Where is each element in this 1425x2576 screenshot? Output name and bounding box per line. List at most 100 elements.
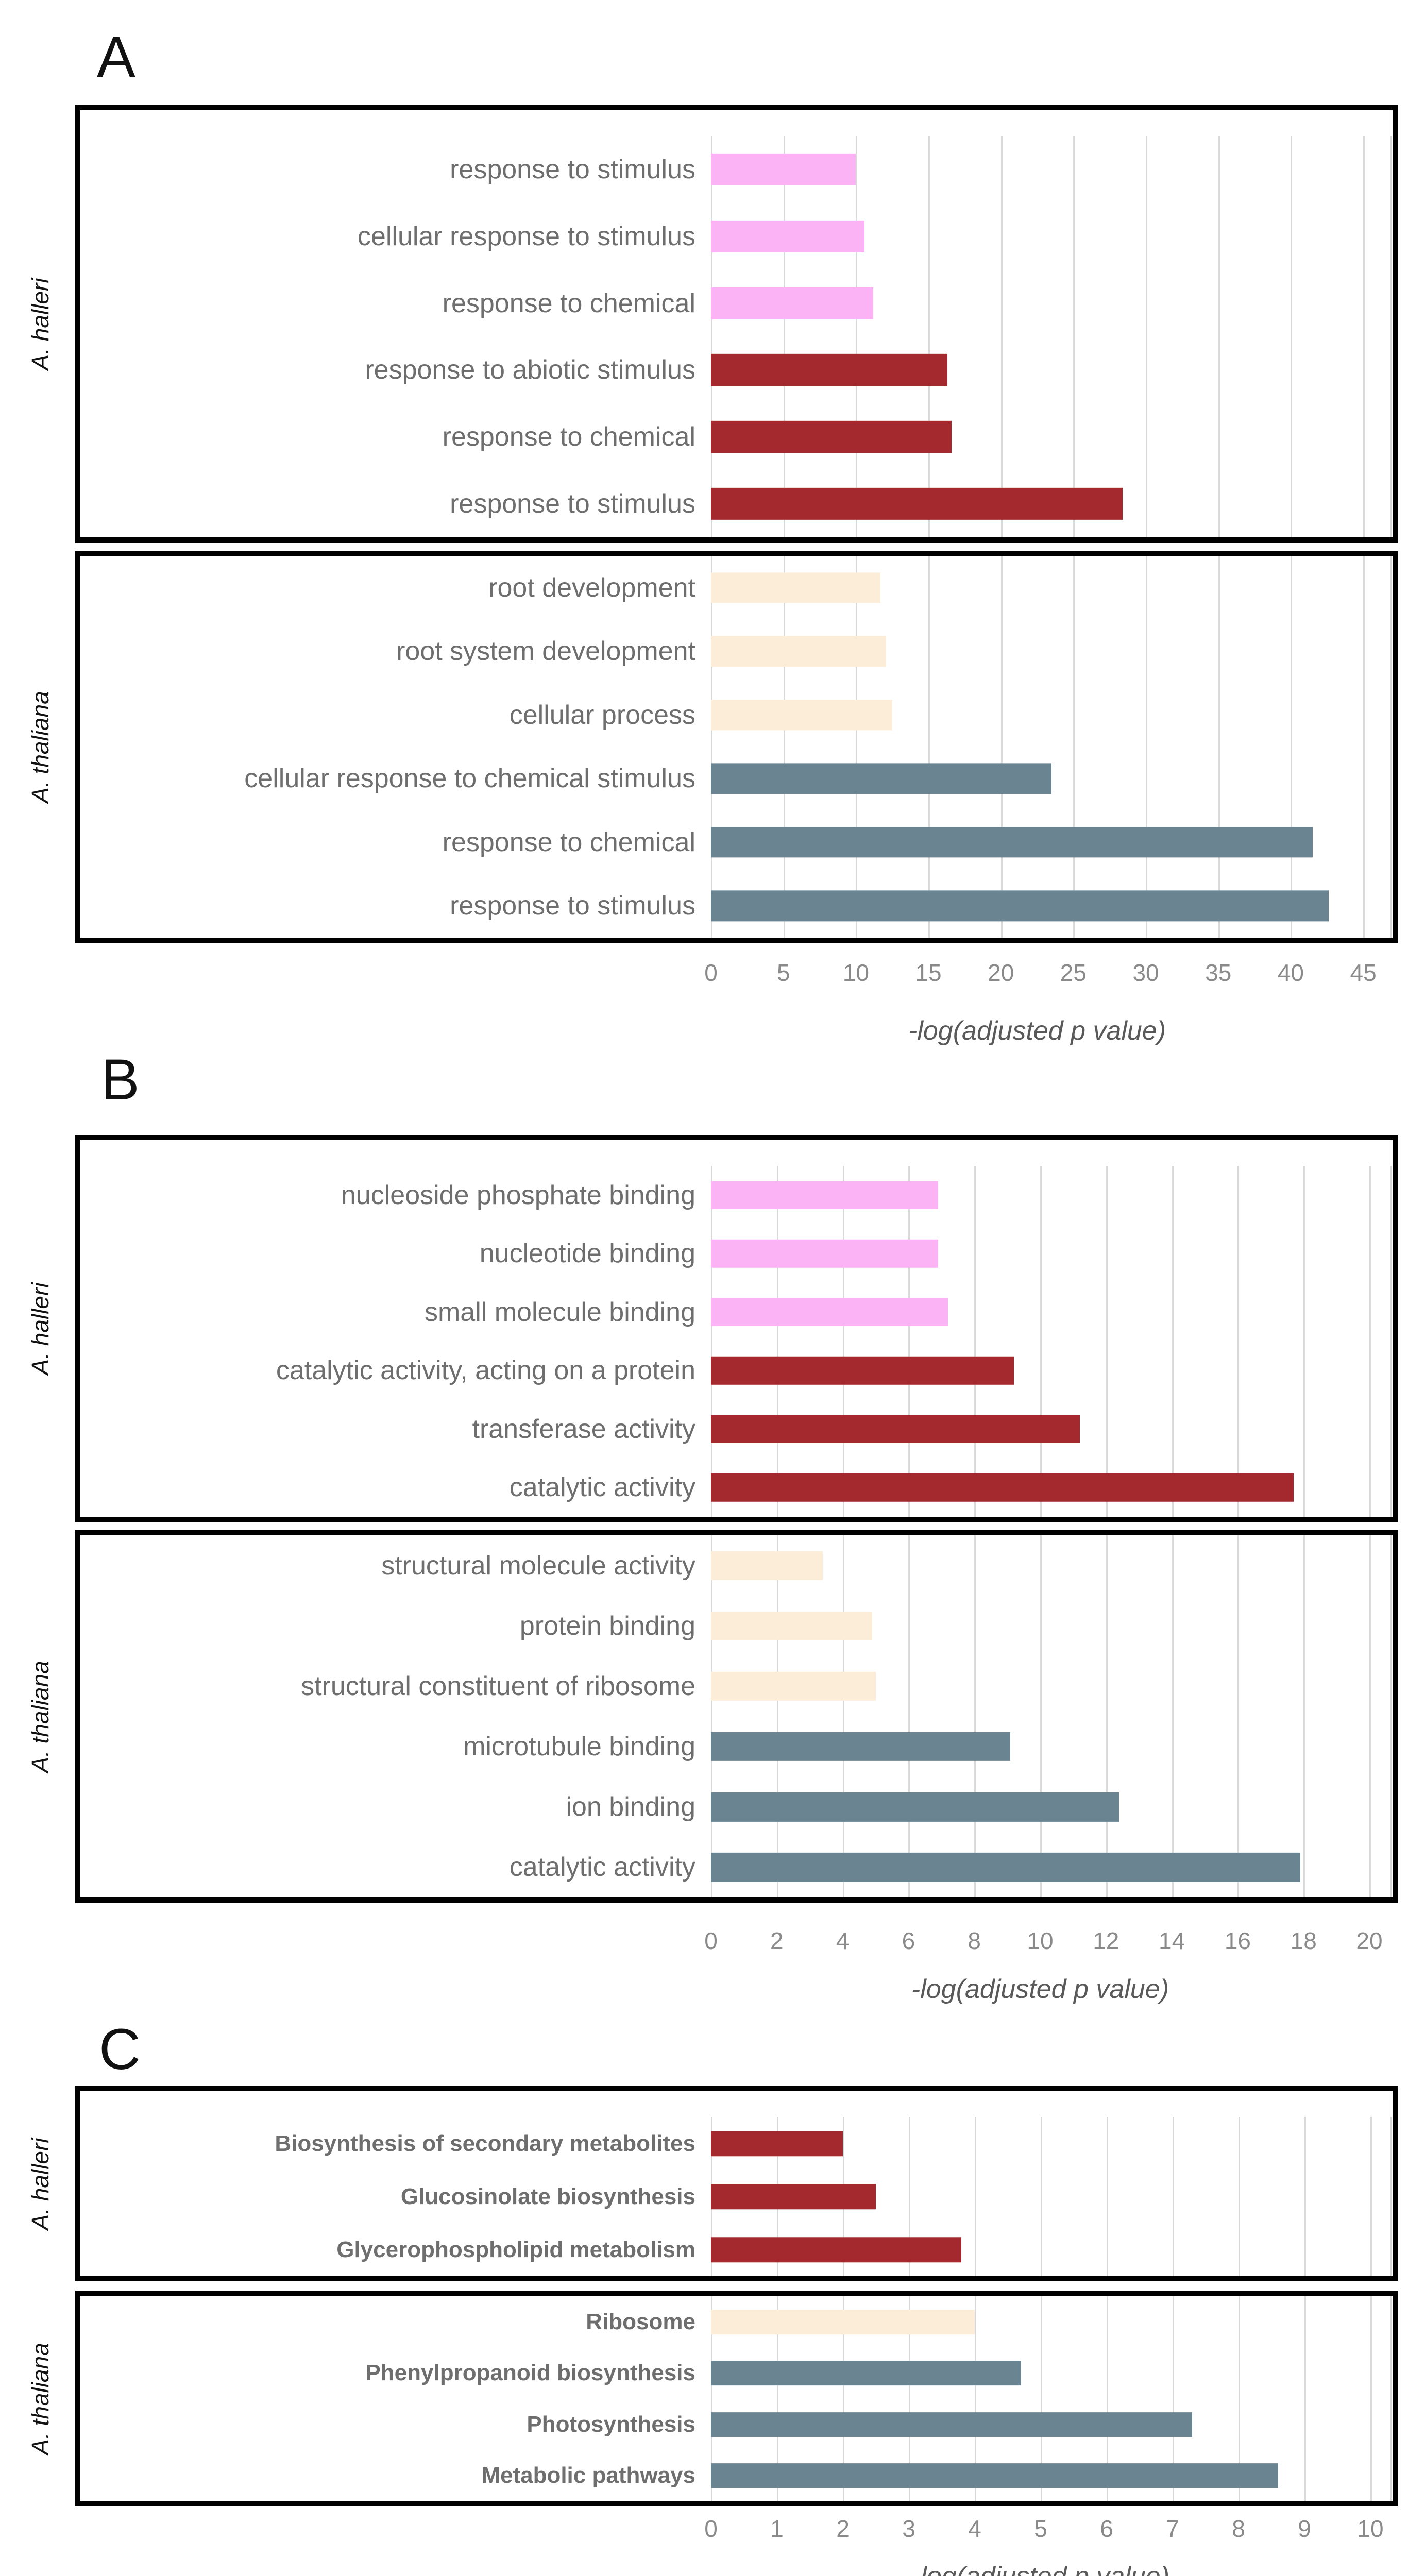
rows-C-thaliana: Ribosome Phenylpropanoid biosynthesis Phot…: [80, 2296, 1393, 2501]
gridline: [1390, 2117, 1392, 2276]
gridline: [974, 1166, 976, 1517]
gridline: [1107, 2117, 1108, 2276]
gridline: [711, 136, 712, 537]
gridline: [1073, 556, 1075, 938]
bar: [711, 153, 856, 186]
bar: [711, 636, 887, 667]
bar-row: structural constituent of ribosome: [80, 1656, 1393, 1716]
category-label: Phenylpropanoid biosynthesis: [365, 2360, 695, 2386]
gridline: [1291, 556, 1293, 938]
x-tick-label: 15: [915, 959, 942, 986]
gridline: [1291, 136, 1293, 537]
category-label: response to chemical: [442, 288, 695, 318]
rows-A-thaliana: root development root system development c…: [80, 556, 1393, 938]
category-label: response to stimulus: [450, 489, 695, 519]
bar: [711, 2236, 962, 2263]
bar: [711, 421, 952, 453]
gridline: [843, 2296, 844, 2501]
category-label: structural constituent of ribosome: [301, 1671, 695, 1701]
x-tick-label: 20: [988, 959, 1014, 986]
x-tick-label: 0: [704, 959, 718, 986]
gridline: [1239, 2117, 1240, 2276]
gridline: [1106, 1535, 1108, 1897]
category-label: protein binding: [519, 1611, 695, 1641]
gridline: [1107, 2296, 1108, 2501]
species-label-C-halleri: A. halleri: [27, 2138, 54, 2230]
bar: [711, 763, 1052, 794]
bar: [711, 1181, 938, 1209]
rows-C-halleri: Biosynthesis of secondary metabolites Glu…: [80, 2117, 1393, 2276]
category-label: cellular response to chemical stimulus: [244, 764, 695, 794]
category-label: Glucosinolate biosynthesis: [400, 2183, 695, 2209]
x-tick-label: 25: [1060, 959, 1087, 986]
bar-row: catalytic activity, acting on a protein: [80, 1342, 1393, 1400]
x-tick-label: 2: [770, 1927, 784, 1954]
x-tick-label: 10: [1357, 2515, 1384, 2542]
bar: [711, 700, 892, 731]
bar-row: Glucosinolate biosynthesis: [80, 2170, 1393, 2223]
gridline: [1172, 1166, 1174, 1517]
x-tick-label: 12: [1093, 1927, 1119, 1954]
category-label: microtubule binding: [463, 1732, 695, 1762]
gridline: [908, 1535, 910, 1897]
chart-box-A-halleri: response to stimulus cellular response to…: [75, 105, 1398, 543]
category-label: response to abiotic stimulus: [365, 355, 695, 385]
bar-row: transferase activity: [80, 1400, 1393, 1459]
gridline: [909, 2117, 910, 2276]
gridline: [1390, 1166, 1392, 1517]
gridline: [1040, 1535, 1042, 1897]
bar-row: structural molecule activity: [80, 1535, 1393, 1596]
bar-row: response to stimulus: [80, 136, 1393, 203]
bar-row: response to chemical: [80, 270, 1393, 337]
gridline: [974, 1535, 976, 1897]
x-tick-label: 5: [1034, 2515, 1047, 2542]
x-tick-label: 18: [1290, 1927, 1317, 1954]
chart-box-B-halleri: nucleoside phosphate binding nucleotide b…: [75, 1135, 1398, 1522]
gridline: [908, 1166, 910, 1517]
bar-row: root system development: [80, 620, 1393, 684]
bar-row: small molecule binding: [80, 1283, 1393, 1342]
category-label: catalytic activity: [509, 1472, 695, 1503]
bar: [711, 827, 1313, 858]
x-tick-label: 4: [836, 1927, 850, 1954]
gridline: [1304, 2296, 1306, 2501]
gridline: [842, 1166, 844, 1517]
panel-letter-B: B: [101, 1047, 140, 1112]
bar: [711, 572, 881, 603]
x-tick-label: 1: [770, 2515, 784, 2542]
gridline: [1369, 1535, 1371, 1897]
gridline: [783, 556, 785, 938]
gridline: [711, 1535, 712, 1897]
bar-row: cellular process: [80, 683, 1393, 747]
bar: [711, 1473, 1294, 1502]
bar: [711, 1671, 876, 1701]
bar-row: response to chemical: [80, 810, 1393, 874]
category-label: nucleotide binding: [479, 1239, 695, 1269]
bar: [711, 1298, 948, 1326]
gridline: [1239, 2296, 1240, 2501]
bar: [711, 2412, 1193, 2437]
bar: [711, 287, 874, 319]
category-label: catalytic activity, acting on a protein: [276, 1355, 695, 1386]
x-tick-label: 0: [704, 1927, 718, 1954]
bar-row: cellular response to stimulus: [80, 203, 1393, 270]
gridline: [1237, 1166, 1240, 1517]
gridline: [1173, 2117, 1174, 2276]
gridline: [1303, 1166, 1305, 1517]
x-axis-title-C: -log(adjusted p value): [912, 2563, 1169, 2576]
species-label-C-thaliana: A. thaliana: [27, 2343, 54, 2455]
bar: [711, 2361, 1021, 2386]
bar: [711, 1240, 938, 1268]
bar: [711, 1611, 873, 1640]
bar-row: response to chemical: [80, 403, 1393, 470]
gridline: [777, 2296, 778, 2501]
x-tick-label: 10: [842, 959, 869, 986]
bar-row: microtubule binding: [80, 1717, 1393, 1777]
bar: [711, 354, 947, 386]
bar: [711, 1415, 1080, 1443]
x-tick-label: 5: [776, 959, 790, 986]
gridline: [711, 556, 712, 938]
gridline: [1363, 136, 1365, 537]
x-tick-label: 16: [1224, 1927, 1251, 1954]
bar: [711, 1792, 1119, 1822]
